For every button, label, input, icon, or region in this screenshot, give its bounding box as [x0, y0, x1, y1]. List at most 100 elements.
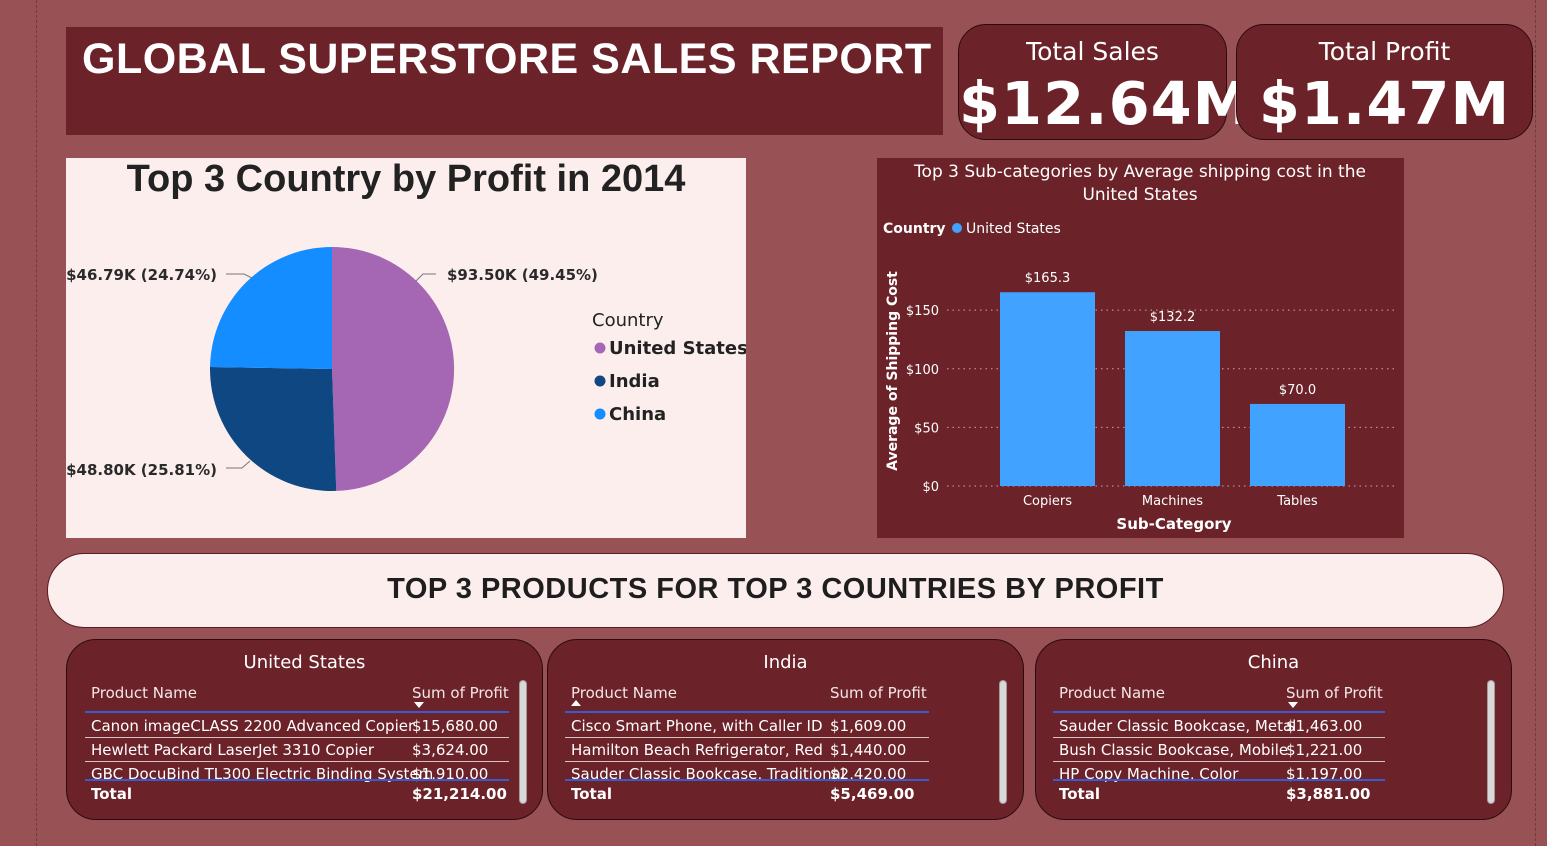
header-divider: [85, 711, 509, 713]
total-sales-card[interactable]: Total Sales $12.64M: [958, 24, 1253, 140]
table-cell-profit: $3,624.00: [412, 741, 489, 759]
total-profit-value: $1.47M: [1258, 69, 1511, 138]
table-cell-product: HP Copy Machine, Color: [1059, 765, 1239, 783]
total-value: $21,214.00: [412, 785, 507, 803]
pie-slice-united-states[interactable]: [332, 246, 455, 491]
table-cell-profit: $1,221.00: [1286, 741, 1363, 759]
bar-title-line: United States: [1082, 185, 1197, 205]
table-card-united-states[interactable]: United States Product Name Sum of Profit…: [66, 639, 543, 820]
bar-xtick-label-tables: Tables: [1276, 494, 1318, 509]
report-title: GLOBAL SUPERSTORE SALES REPORT: [82, 35, 932, 83]
column-header-product-name[interactable]: Product Name: [91, 684, 197, 702]
table-cell-product: Sauder Classic Bookcase, Traditional: [571, 765, 845, 783]
bar-ytick-label: $50: [914, 421, 939, 436]
bar-data-label-tables: $70.0: [1279, 383, 1316, 398]
total-divider: [565, 779, 929, 781]
top-products-banner: TOP 3 PRODUCTS FOR TOP 3 COUNTRIES BY PR…: [47, 553, 1504, 628]
pie-chart-title: Top 3 Country by Profit in 2014: [126, 158, 686, 200]
total-value: $5,469.00: [830, 785, 915, 803]
table-scrollbar[interactable]: [519, 680, 527, 804]
header-divider: [1053, 711, 1385, 713]
bar-xtick-label-copiers: Copiers: [1023, 494, 1072, 509]
table-card-india[interactable]: India Product Name Sum of Profit Cisco S…: [547, 639, 1024, 820]
column-header-product-name[interactable]: Product Name: [1059, 684, 1165, 702]
pie-leader-line: [414, 273, 436, 283]
pie-chart[interactable]: $93.50K (49.45%) $48.80K (25.81%) $46.79K …: [66, 158, 746, 538]
table-card-china[interactable]: China Product Name Sum of Profit Sauder …: [1035, 639, 1512, 820]
table-cell-product: Hewlett Packard LaserJet 3310 Copier: [91, 741, 375, 759]
total-divider: [85, 779, 509, 781]
total-label: Total: [1059, 785, 1100, 803]
canvas-guide-right: [1535, 0, 1536, 846]
table-cell-profit: $1,440.00: [830, 741, 907, 759]
pie-legend-item-united-states[interactable]: United States: [609, 338, 746, 359]
bar-legend-dot: [952, 223, 962, 233]
column-header-product-name[interactable]: Product Name: [571, 684, 677, 702]
bar-y-axis-label: Average of Shipping Cost: [885, 271, 901, 471]
bar-tables[interactable]: [1250, 403, 1345, 486]
row-divider: [1053, 737, 1385, 738]
total-label: Total: [571, 785, 612, 803]
pie-legend-title: Country: [592, 310, 664, 331]
pie-legend-item-india[interactable]: India: [609, 371, 660, 392]
legend-dot-china: [594, 408, 606, 420]
header-divider: [565, 711, 929, 713]
table-title: China: [1247, 652, 1300, 673]
table-scrollbar[interactable]: [999, 680, 1007, 804]
bar-data-label-copiers: $165.3: [1025, 271, 1071, 286]
row-divider: [1053, 761, 1385, 762]
total-sales-value: $12.64M: [959, 69, 1253, 138]
bar-xtick-label-machines: Machines: [1142, 494, 1203, 509]
table-scrollbar[interactable]: [1487, 680, 1495, 804]
total-sales-label: Total Sales: [1026, 37, 1159, 66]
table-cell-product: GBC DocuBind TL300 Electric Binding Syst…: [91, 765, 434, 783]
column-header-sum-of-profit[interactable]: Sum of Profit: [830, 684, 927, 702]
bar-chart-title: Top 3 Sub-categories by Average shipping…: [913, 162, 1366, 205]
report-title-box: GLOBAL SUPERSTORE SALES REPORT: [66, 27, 943, 135]
table-cell-profit: $15,680.00: [412, 717, 498, 735]
table-cell-product: Bush Classic Bookcase, Mobile: [1059, 741, 1289, 759]
pie-data-label-china: $46.79K (24.74%): [66, 266, 217, 284]
bar-x-axis-label: Sub-Category: [1116, 515, 1231, 533]
canvas-guide-left: [36, 0, 37, 846]
table-cell-profit: $1,609.00: [830, 717, 907, 735]
table-cell-profit: $1,197.00: [1286, 765, 1363, 783]
total-profit-label: Total Profit: [1318, 37, 1451, 66]
bar-chart-panel[interactable]: Top 3 Sub-categories by Average shipping…: [877, 158, 1404, 538]
bar-ytick-label: $0: [922, 480, 939, 495]
bar-legend-title: Country: [883, 221, 946, 237]
bar-legend-item-united-states[interactable]: United States: [966, 221, 1061, 237]
table-cell-profit: $2,420.00: [830, 765, 907, 783]
bar-copiers[interactable]: [1000, 292, 1095, 486]
sort-desc-icon[interactable]: [414, 702, 424, 708]
bar-machines[interactable]: [1125, 331, 1220, 486]
table-title: India: [763, 652, 808, 673]
bar-chart[interactable]: Top 3 Sub-categories by Average shipping…: [877, 158, 1404, 538]
bar-ytick-label: $150: [906, 304, 939, 319]
pie-data-label-india: $48.80K (25.81%): [66, 461, 217, 479]
total-divider: [1053, 779, 1385, 781]
bar-data-label-machines: $132.2: [1150, 310, 1196, 325]
column-header-sum-of-profit[interactable]: Sum of Profit: [412, 684, 509, 702]
row-divider: [565, 737, 929, 738]
pie-legend-item-china[interactable]: China: [609, 404, 666, 425]
table-cell-profit: $1,463.00: [1286, 717, 1363, 735]
row-divider: [85, 761, 509, 762]
pie-slice-india[interactable]: [210, 367, 337, 492]
total-label: Total: [91, 785, 132, 803]
total-profit-card[interactable]: Total Profit $1.47M: [1236, 24, 1533, 140]
sort-asc-icon[interactable]: [571, 700, 581, 706]
pie-leader-line: [226, 460, 251, 469]
banner-text: TOP 3 PRODUCTS FOR TOP 3 COUNTRIES BY PR…: [387, 573, 1164, 605]
legend-dot-united-states: [594, 342, 606, 354]
sort-desc-icon[interactable]: [1288, 702, 1298, 708]
table-title: United States: [243, 652, 366, 673]
pie-slice-china[interactable]: [210, 247, 332, 369]
table-cell-product: Sauder Classic Bookcase, Metal: [1059, 717, 1297, 735]
row-divider: [565, 761, 929, 762]
pie-data-label-united-states: $93.50K (49.45%): [447, 266, 598, 284]
column-header-sum-of-profit[interactable]: Sum of Profit: [1286, 684, 1383, 702]
bar-ytick-label: $100: [906, 363, 939, 378]
pie-chart-panel[interactable]: Top 3 Country by Profit in 2014 $93.50K …: [66, 158, 746, 538]
table-cell-product: Cisco Smart Phone, with Caller ID: [571, 717, 823, 735]
